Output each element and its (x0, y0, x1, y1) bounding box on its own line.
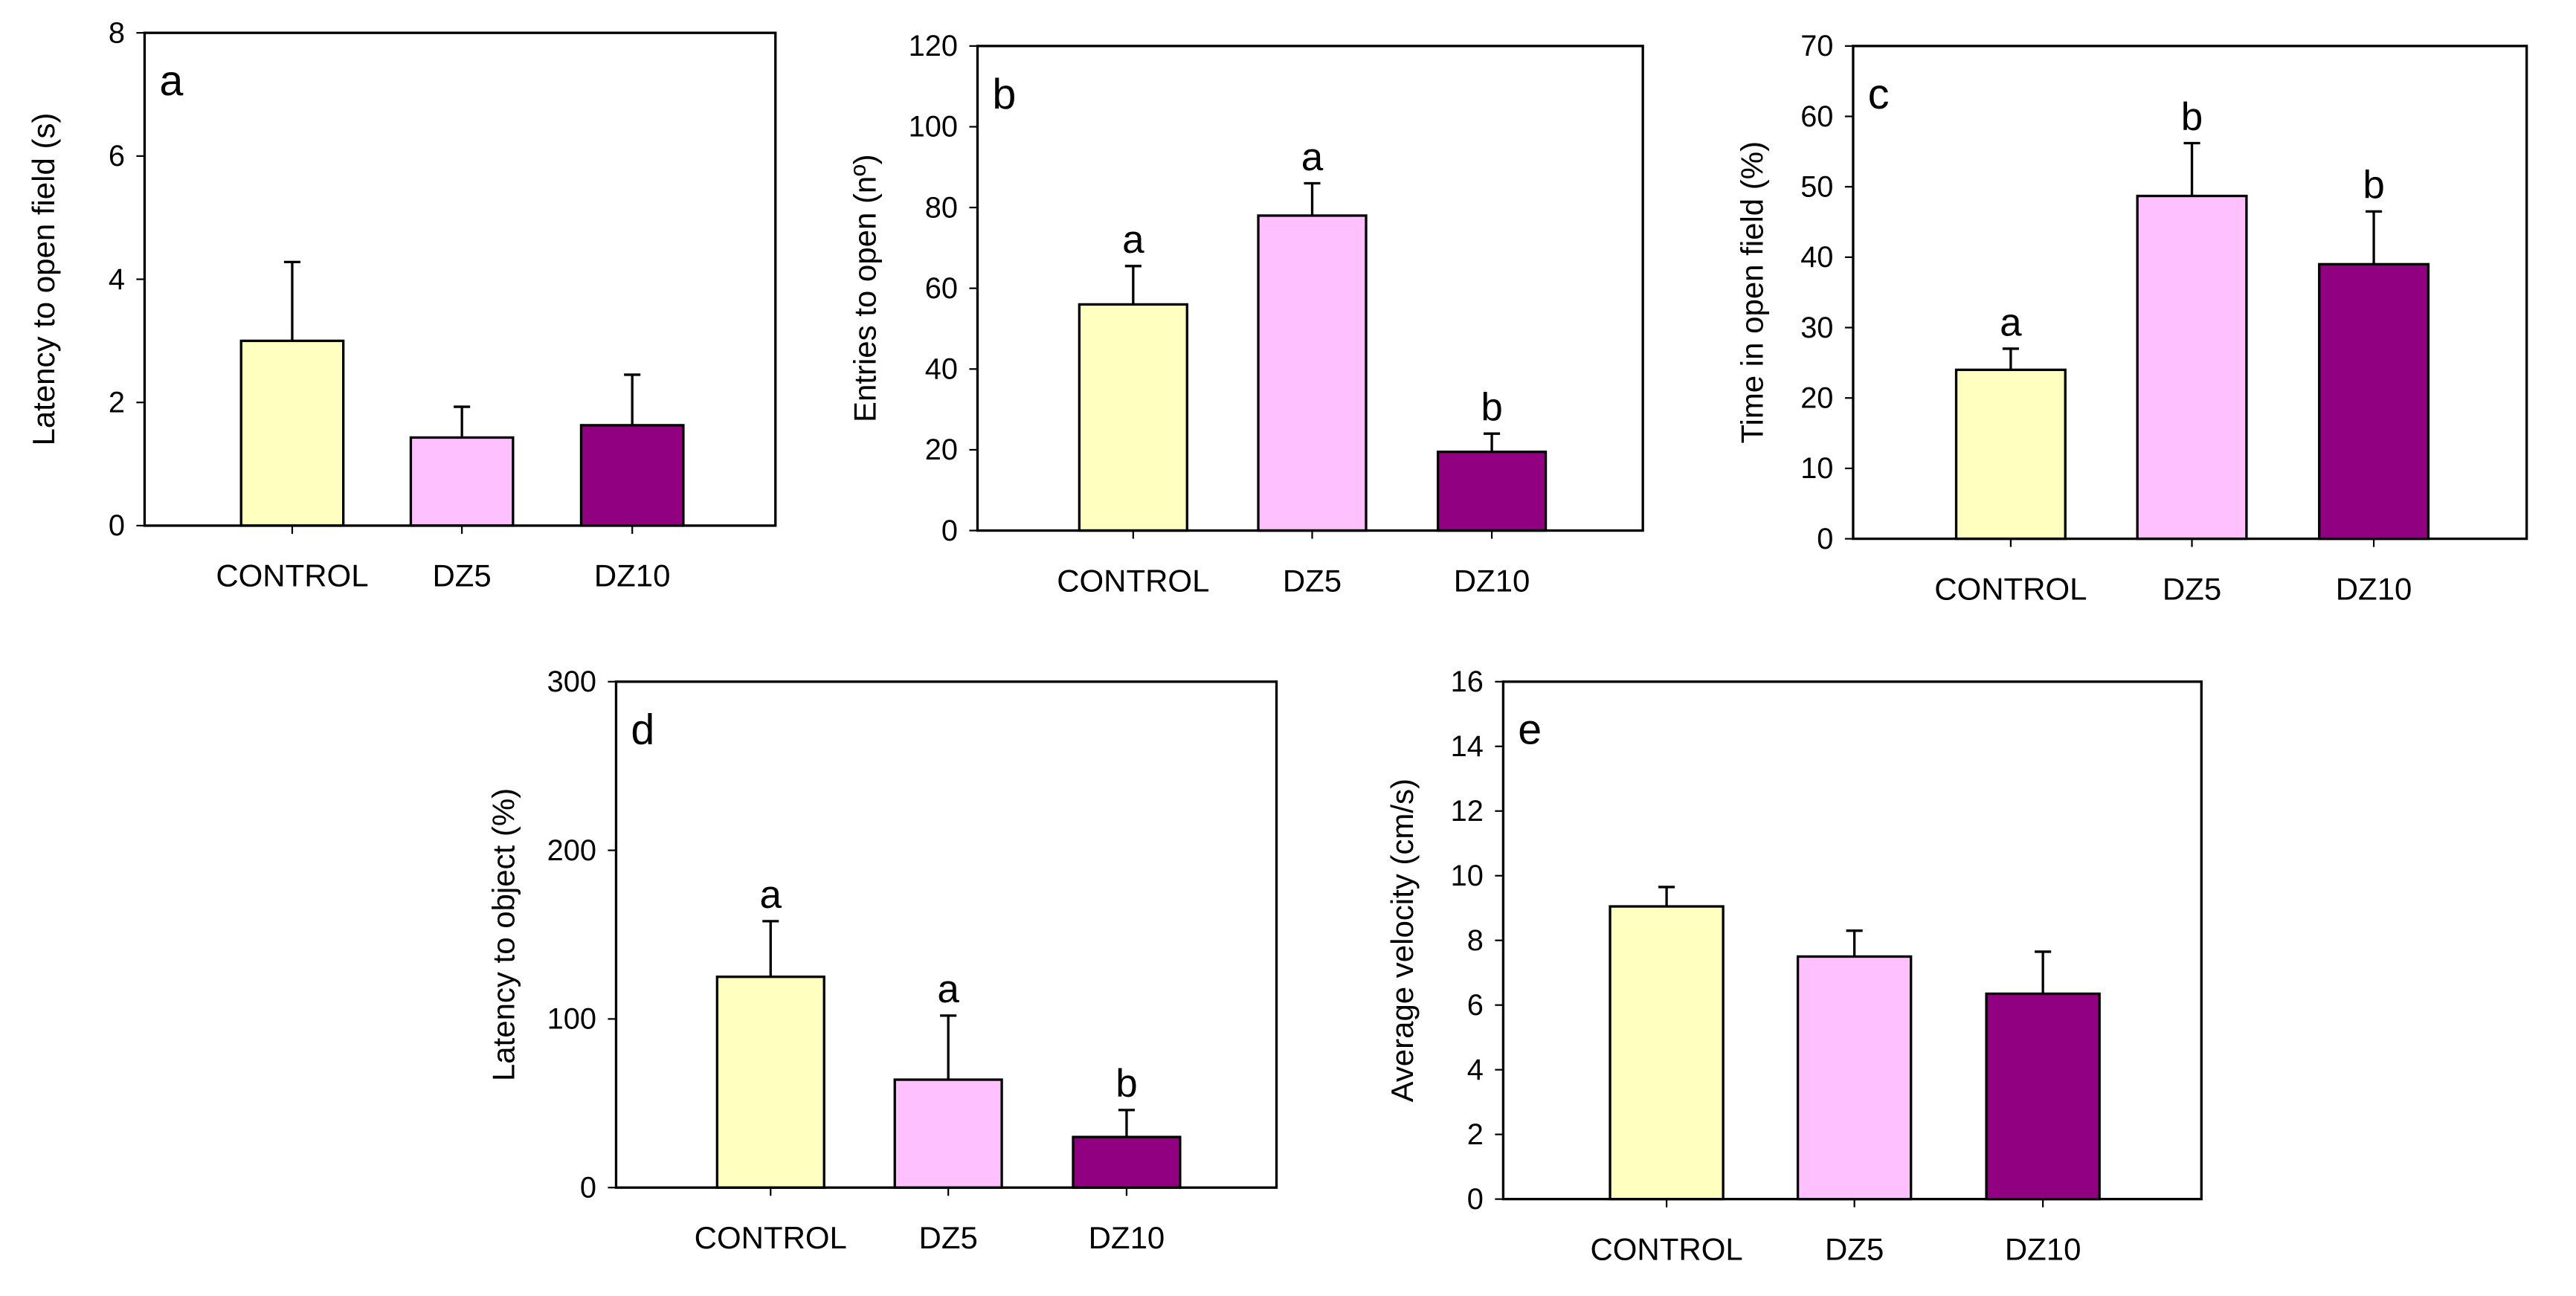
bar-dz10 (2318, 262, 2430, 541)
bar-dz10 (1436, 450, 1548, 532)
x-tick-label: DZ5 (919, 1220, 978, 1255)
y-tick-label: 30 (1800, 312, 1833, 344)
x-tick-label: CONTROL (1934, 571, 2087, 606)
y-tick-label: 20 (925, 433, 958, 466)
significance-letter: a (2000, 300, 2022, 344)
y-tick-label: 2 (1467, 1118, 1484, 1151)
y-tick-label: 70 (1800, 30, 1833, 62)
y-tick-label: 6 (109, 140, 125, 173)
bar-control (1078, 303, 1188, 532)
panel-c: a CONTROL b DZ5 b DZ10 0 10 20 30 40 50 60 70 Time in … (1734, 30, 2528, 606)
x-tick-label: DZ5 (432, 558, 491, 593)
y-tick-label: 0 (580, 1171, 596, 1204)
bar-control (1954, 368, 2067, 541)
y-tick-label: 200 (547, 834, 596, 867)
y-tick-label: 16 (1451, 665, 1484, 698)
panel-letter: c (1868, 71, 1890, 118)
x-tick-label: DZ10 (1454, 563, 1530, 598)
plot-frame (614, 680, 1278, 1189)
bar-dz5 (409, 436, 515, 527)
panel-b: a CONTROL a DZ5 b DZ10 0 20 40 60 80 100 120 Entries … (848, 30, 1644, 598)
significance-letter: a (1301, 135, 1324, 179)
x-tick-label: CONTROL (216, 558, 368, 593)
x-tick-label: CONTROL (695, 1220, 847, 1255)
bar-dz5 (2136, 194, 2248, 541)
y-tick-label: 40 (925, 353, 958, 386)
significance-letter: a (937, 967, 959, 1011)
x-tick-label: DZ10 (2005, 1231, 2081, 1266)
bar-dz10 (1072, 1135, 1182, 1189)
x-tick-label: CONTROL (1590, 1231, 1742, 1266)
panel-e: CONTROL DZ5 DZ10 0 2 4 6 8 10 12 14 16 Average veloc… (1385, 665, 2203, 1266)
y-tick-label: 12 (1451, 795, 1484, 828)
y-tick-label: 2 (109, 386, 125, 419)
panel-a: CONTROL DZ5 DZ10 0 2 4 6 8 Latency to open field… (26, 16, 777, 593)
x-tick-label: DZ5 (2163, 571, 2221, 606)
significance-letter: b (2181, 95, 2203, 139)
panel-d: a CONTROL a DZ5 b DZ10 0 100 200 300 Latency to ob… (486, 665, 1278, 1255)
y-tick-label: 50 (1800, 170, 1833, 203)
y-axis-label: Latency to open field (s) (26, 113, 61, 446)
y-tick-label: 0 (109, 509, 125, 542)
bar-dz10 (1985, 992, 2101, 1201)
y-tick-label: 0 (1467, 1183, 1484, 1216)
y-tick-label: 4 (109, 263, 125, 296)
y-tick-label: 100 (547, 1003, 596, 1036)
y-tick-label: 20 (1800, 381, 1833, 414)
y-tick-label: 40 (1800, 241, 1833, 274)
y-tick-label: 100 (909, 111, 958, 144)
x-tick-label: DZ5 (1825, 1231, 1884, 1266)
y-tick-label: 0 (941, 515, 958, 547)
y-tick-label: 10 (1800, 452, 1833, 485)
x-tick-label: DZ10 (2336, 571, 2412, 606)
significance-letter: a (760, 873, 782, 917)
bar-dz10 (579, 424, 685, 527)
y-tick-label: 14 (1451, 730, 1484, 763)
significance-letter: b (1115, 1062, 1137, 1106)
bar-dz5 (1257, 214, 1368, 532)
significance-letter: b (2363, 164, 2384, 207)
bar-dz5 (1796, 955, 1913, 1201)
y-tick-label: 8 (1467, 924, 1484, 957)
y-tick-label: 0 (1817, 523, 1833, 555)
bar-control (1609, 905, 1725, 1201)
y-axis-label: Latency to object (%) (486, 788, 521, 1081)
y-tick-label: 4 (1467, 1054, 1484, 1086)
y-tick-label: 300 (547, 665, 596, 698)
y-tick-label: 8 (109, 16, 125, 49)
bar-control (715, 976, 825, 1189)
y-tick-label: 6 (1467, 989, 1484, 1022)
y-tick-label: 80 (925, 191, 958, 224)
x-tick-label: DZ10 (594, 558, 671, 593)
significance-letter: a (1122, 218, 1144, 262)
x-tick-label: DZ10 (1089, 1220, 1165, 1255)
plot-frame (1852, 45, 2528, 541)
y-axis-label: Average velocity (cm/s) (1385, 778, 1420, 1102)
y-axis-label: Time in open field (%) (1734, 141, 1769, 444)
bar-dz5 (893, 1078, 1003, 1189)
y-axis-label: Entries to open (nº) (848, 154, 883, 422)
significance-letter: b (1481, 386, 1502, 430)
y-tick-label: 60 (1800, 100, 1833, 133)
panel-letter: b (992, 71, 1016, 118)
y-tick-label: 120 (909, 30, 958, 62)
panel-letter: d (631, 706, 654, 754)
panel-letter: a (159, 57, 183, 105)
x-tick-label: DZ5 (1283, 563, 1342, 598)
panel-letter: e (1518, 706, 1542, 754)
bar-control (239, 339, 345, 527)
x-tick-label: CONTROL (1057, 563, 1209, 598)
y-tick-label: 10 (1451, 860, 1484, 892)
y-tick-label: 60 (925, 272, 958, 305)
